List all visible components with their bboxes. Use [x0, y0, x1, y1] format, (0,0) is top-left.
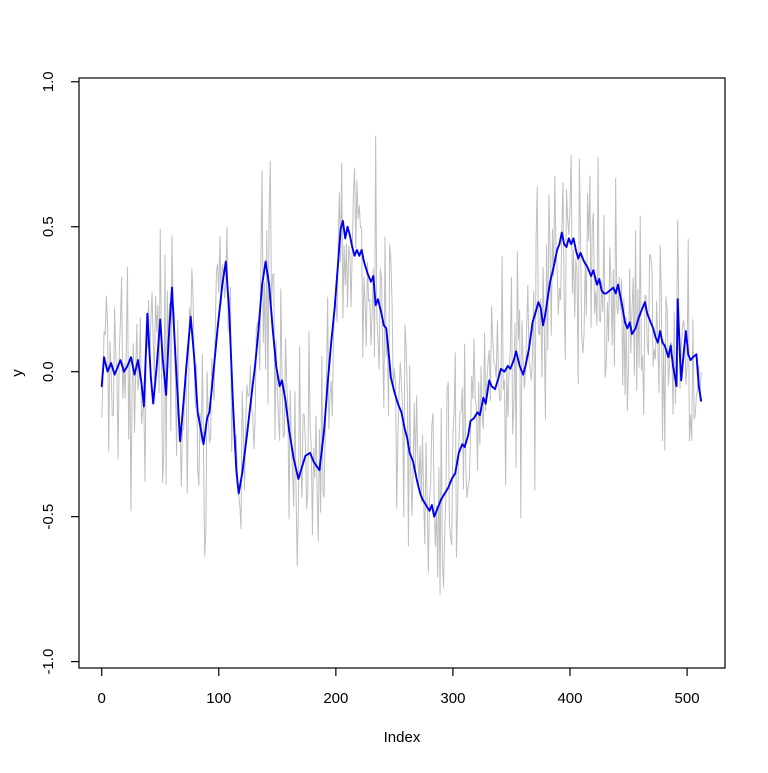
y-tick-label: -1.0: [40, 649, 57, 675]
x-axis-ticks: 0 100 200 300 400 500: [98, 668, 700, 707]
x-tick-label: 400: [557, 690, 582, 707]
y-tick-label: -0.5: [40, 504, 57, 530]
x-tick-label: 300: [440, 690, 465, 707]
y-axis-ticks: -1.0 -0.5 0.0 0.5 1.0: [40, 71, 79, 675]
y-tick-label: 0.5: [40, 216, 57, 237]
x-tick-label: 500: [675, 690, 700, 707]
smoothed-series-line: [100, 219, 703, 518]
x-axis-title: Index: [384, 729, 421, 746]
plot-frame: [78, 77, 726, 669]
y-tick-label: 1.0: [40, 71, 57, 92]
x-tick-label: 100: [206, 690, 231, 707]
x-tick-label: 0: [98, 690, 106, 707]
y-axis-title: y: [9, 369, 26, 377]
y-tick-label: 0.0: [40, 361, 57, 382]
raw-series-line: [101, 135, 702, 596]
x-tick-label: 200: [323, 690, 348, 707]
